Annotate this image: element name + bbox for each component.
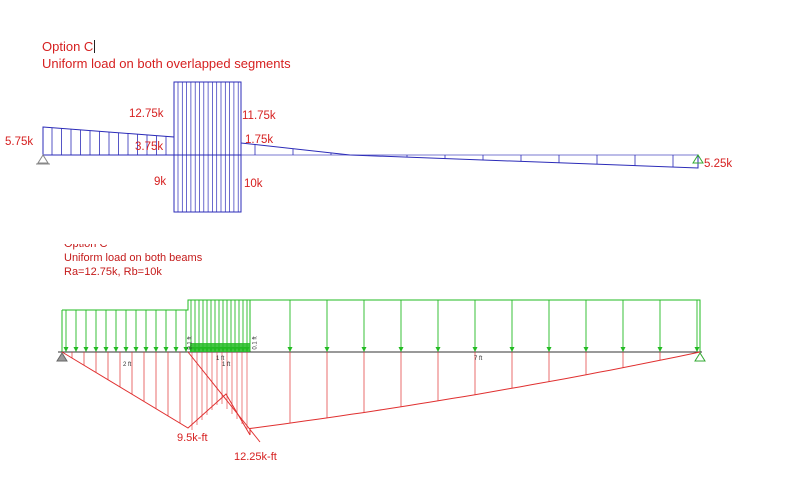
moment-label-2: 12.25k-ft [234,451,277,463]
support-b [694,352,706,362]
load-arrow-right-head [509,347,515,352]
load-arrow-right-head [657,347,663,352]
top-title-text: Option C [42,39,94,54]
load-arrow-left-head [83,347,89,352]
load-arrow-right-head [583,347,589,352]
load-outline [62,299,701,352]
moment-right-curve [249,351,701,435]
label-shear-lower-right: 10k [244,178,263,190]
dim-1ft-b: 1 ft [222,362,231,368]
dim-7ft: 7 ft [474,356,483,362]
load-arrow-left-head [93,347,99,352]
shear-right-line [240,142,699,169]
load-arrow-left-head [133,347,139,352]
label-shear-mid-left: 3.75k [135,141,164,153]
load-arrow-right-head [546,347,552,352]
load-arrow-right-head [287,347,293,352]
bottom-title: Option C [64,238,108,250]
label-shear-mid-right: 1.75k [245,134,274,146]
load-arrow-left-head [63,347,69,352]
load-overlap-band [190,343,250,352]
load-arrow-left-head [103,347,109,352]
load-arrow-right-head [324,347,330,352]
dim-1ft-a: 1 ft [216,356,225,362]
bottom-subtitle: Uniform load on both beams [64,252,203,264]
label-shear-upper-left: 12.75k [129,108,164,120]
load-arrow-left-head [173,347,179,352]
load-arrow-right-head [472,347,478,352]
support-left [37,154,49,164]
load-arrow-right-head [620,347,626,352]
top-subtitle: Uniform load on both overlapped segments [42,56,291,71]
dim-2ft: 2 ft [123,362,132,368]
load-arrow-left-head [183,347,189,352]
shear-diagram-group [36,81,706,443]
moment-cross [187,351,261,443]
dim-vertical-b: 0.1 ft [252,336,259,350]
label-left-reaction: 5.75k [5,136,34,148]
load-arrow-left-head [153,347,159,352]
top-title: Option C [42,39,96,55]
label-shear-lower-left: 9k [154,176,167,188]
label-right-reaction: 5.25k [704,158,733,170]
load-arrow-left-head [73,347,79,352]
support-a [56,352,68,362]
load-arrow-right-head [694,347,700,352]
load-arrow-left-head [163,347,169,352]
load-arrow-left-head [123,347,129,352]
load-arrow-right-head [435,347,441,352]
dim-vertical-a: 0.1 ft [187,336,194,350]
shear-overlap-rect [173,81,242,213]
bottom-reactions: Ra=12.75k, Rb=10k [64,266,162,278]
text-cursor [94,40,96,53]
load-arrow-right-head [361,347,367,352]
load-arrow-right-head [398,347,404,352]
moment-label-1: 9.5k-ft [177,432,208,444]
load-arrow-left-head [113,347,119,352]
support-right [692,154,704,164]
load-arrow-left-head [143,347,149,352]
label-shear-upper-right: 11.75k [242,110,276,122]
